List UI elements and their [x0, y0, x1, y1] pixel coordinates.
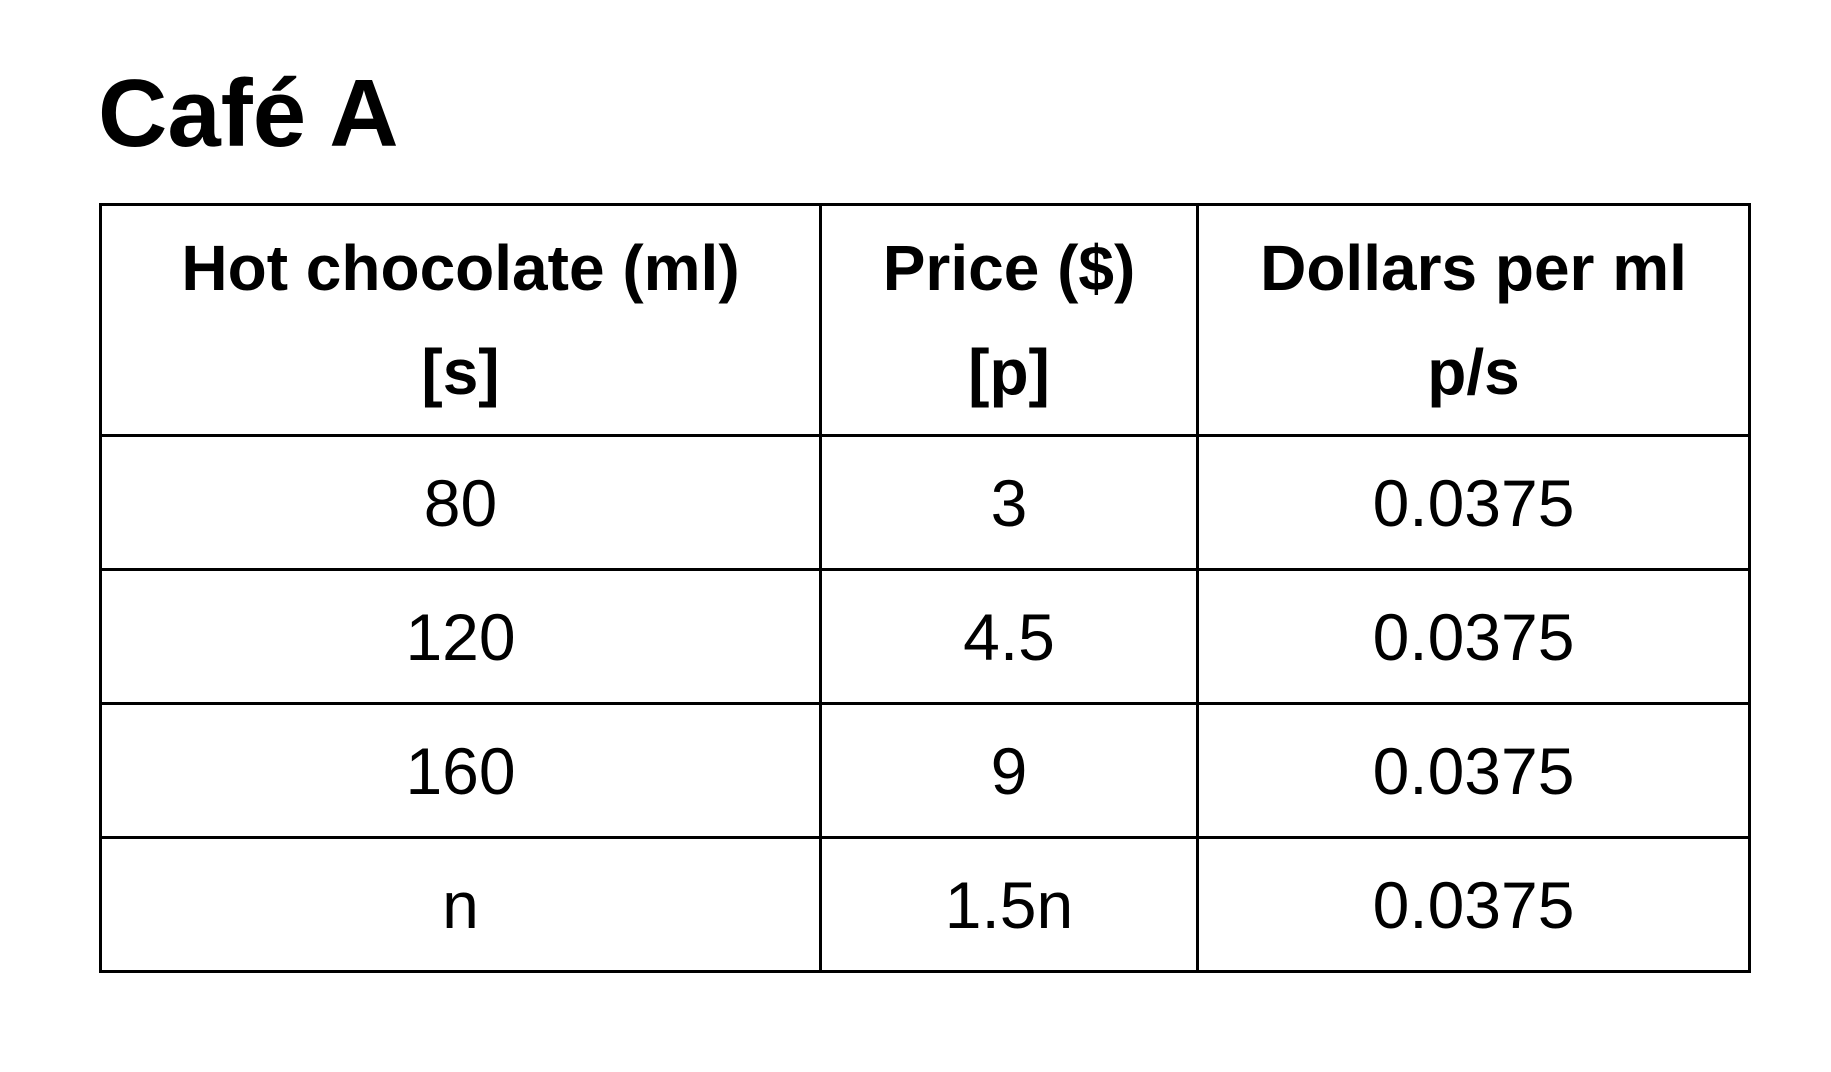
- cell-dollars-per-ml: 0.0375: [1196, 702, 1751, 839]
- cell-dollars-per-ml: 0.0375: [1196, 568, 1751, 705]
- cell-price: 1.5n: [819, 836, 1199, 973]
- header-variable: [s]: [421, 336, 500, 408]
- table-row: 160 9 0.0375: [99, 702, 1751, 839]
- header-dollars-per-ml: Dollars per ml p/s: [1196, 203, 1751, 437]
- header-label: Dollars per ml: [1260, 232, 1687, 304]
- cell-dollars-per-ml: 0.0375: [1196, 836, 1751, 973]
- page-title: Café A: [98, 60, 399, 167]
- cell-dollars-per-ml: 0.0375: [1196, 434, 1751, 571]
- header-variable: [p]: [968, 336, 1050, 408]
- cell-price: 9: [819, 702, 1199, 839]
- cell-volume: 80: [99, 434, 822, 571]
- header-price: Price ($) [p]: [819, 203, 1199, 437]
- cell-volume: n: [99, 836, 822, 973]
- header-label: Hot chocolate (ml): [181, 232, 740, 304]
- header-hot-chocolate: Hot chocolate (ml) [s]: [99, 203, 822, 437]
- cell-volume: 160: [99, 702, 822, 839]
- cell-volume: 120: [99, 568, 822, 705]
- header-label: Price ($): [882, 232, 1136, 304]
- table-row: n 1.5n 0.0375: [99, 836, 1751, 973]
- header-variable: p/s: [1427, 336, 1520, 408]
- cell-price: 4.5: [819, 568, 1199, 705]
- table-header-row: Hot chocolate (ml) [s] Price ($) [p] Dol…: [99, 203, 1751, 437]
- table-row: 80 3 0.0375: [99, 434, 1751, 571]
- cell-price: 3: [819, 434, 1199, 571]
- table-row: 120 4.5 0.0375: [99, 568, 1751, 705]
- data-table: Hot chocolate (ml) [s] Price ($) [p] Dol…: [99, 203, 1751, 973]
